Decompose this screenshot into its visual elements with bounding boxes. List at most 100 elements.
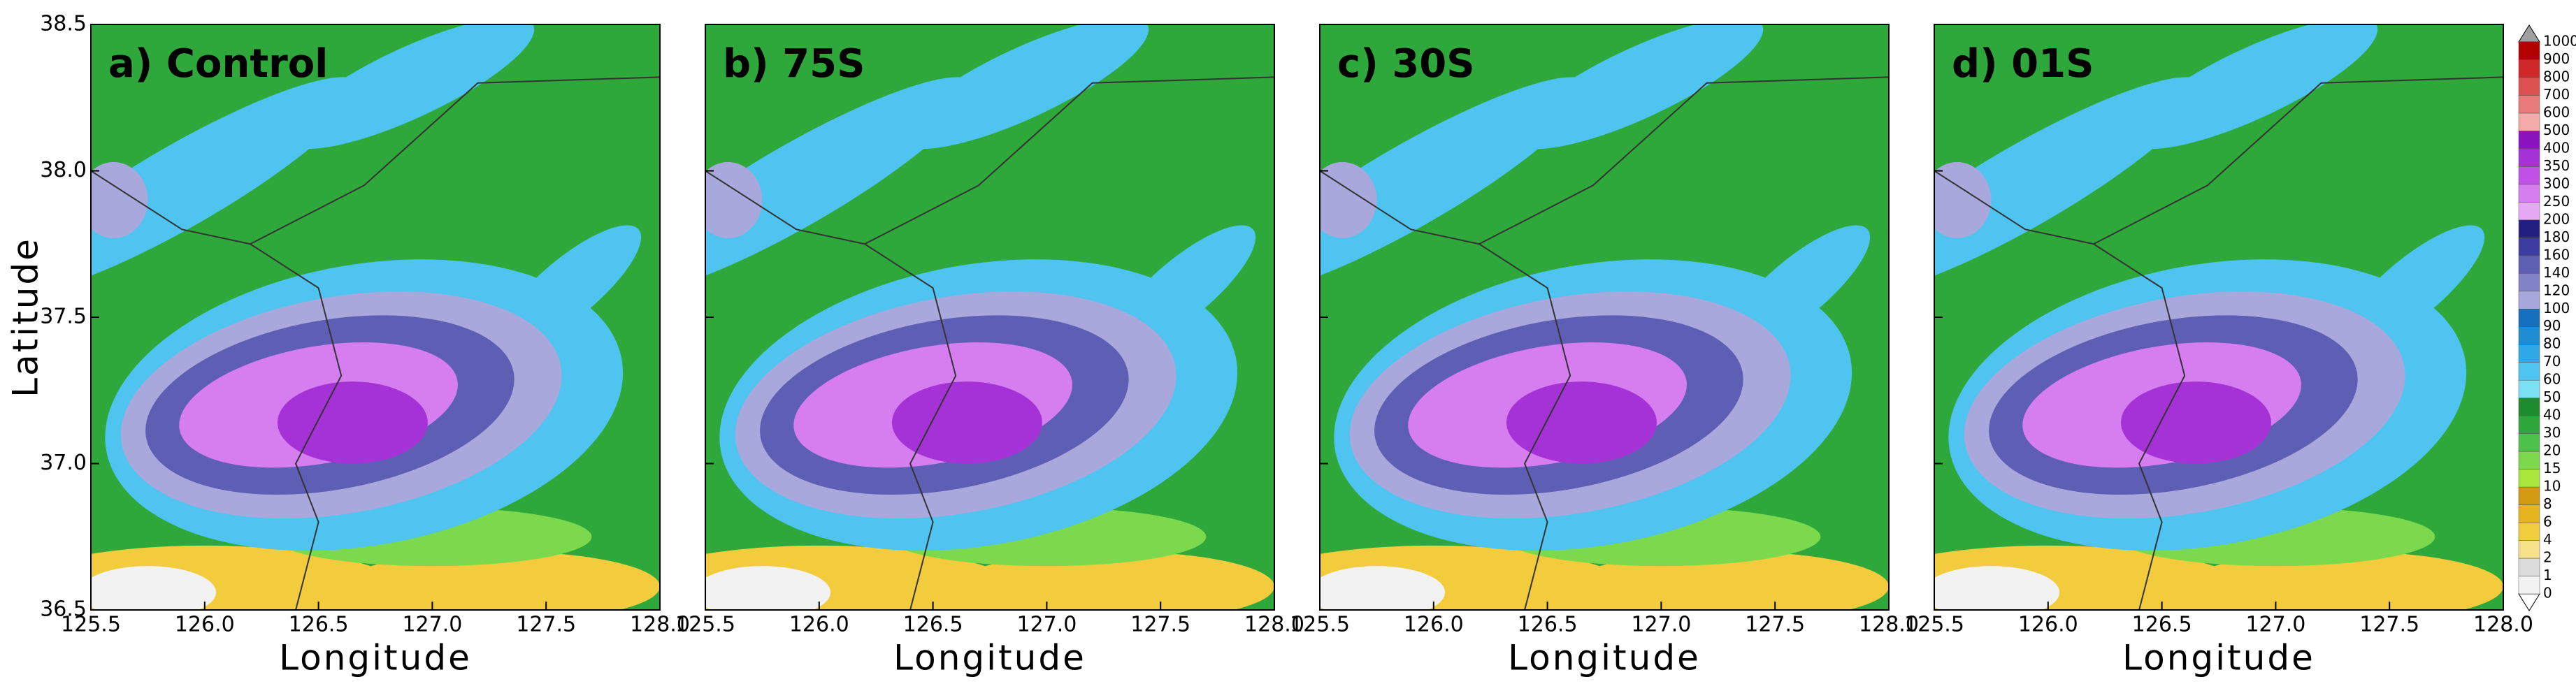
x-tick-label: 128.0 bbox=[2473, 613, 2533, 637]
colorbar-label: 2 bbox=[2543, 549, 2552, 566]
x-axis-label: Longitude bbox=[1508, 638, 1701, 678]
x-tick-label: 126.0 bbox=[789, 613, 849, 637]
colorbar-extend-bottom bbox=[2518, 593, 2540, 611]
colorbar-label: 0 bbox=[2543, 585, 2552, 602]
colorbar-cell bbox=[2518, 486, 2540, 505]
coastline bbox=[1320, 170, 1571, 610]
x-tick-label: 126.0 bbox=[175, 613, 235, 637]
colorbar-cell bbox=[2518, 238, 2540, 256]
colorbar-cell bbox=[2518, 522, 2540, 541]
colorbar-label: 900 bbox=[2543, 50, 2570, 67]
field-contour bbox=[341, 551, 660, 610]
field-contour bbox=[1934, 161, 1992, 238]
field-contour bbox=[277, 381, 428, 464]
field-contour bbox=[705, 77, 975, 294]
colorbar-label: 60 bbox=[2543, 371, 2561, 388]
colorbar-label: 800 bbox=[2543, 68, 2570, 85]
colorbar-cell bbox=[2518, 433, 2540, 452]
colorbar-label: 30 bbox=[2543, 424, 2561, 441]
colorbar-label: 700 bbox=[2543, 86, 2570, 103]
x-tick-label: 126.0 bbox=[1404, 613, 1464, 637]
colorbar-label: 90 bbox=[2543, 317, 2561, 334]
field-contour bbox=[899, 24, 1149, 150]
colorbar-cell bbox=[2518, 451, 2540, 470]
map-field bbox=[1934, 24, 2503, 610]
colorbar-label: 70 bbox=[2543, 353, 2561, 370]
panel-title: a) Control bbox=[108, 41, 328, 87]
colorbar-label: 120 bbox=[2543, 282, 2570, 298]
field-contour bbox=[1934, 566, 2060, 610]
colorbar-label: 600 bbox=[2543, 103, 2570, 120]
field-contour bbox=[2128, 24, 2378, 150]
field-contour bbox=[1570, 551, 1889, 610]
y-tick-label: 37.0 bbox=[40, 451, 87, 475]
colorbar-label: 160 bbox=[2543, 246, 2570, 263]
field-contour bbox=[705, 566, 831, 610]
field-contour bbox=[705, 161, 763, 238]
y-axis-label: Latitude bbox=[6, 237, 46, 398]
x-tick-label: 126.5 bbox=[1518, 613, 1578, 637]
colorbar-cell bbox=[2518, 398, 2540, 416]
colorbar-label: 50 bbox=[2543, 388, 2561, 405]
y-tick-label: 36.5 bbox=[40, 597, 87, 622]
field-contour bbox=[285, 24, 535, 150]
colorbar-label: 40 bbox=[2543, 407, 2561, 423]
panel-title: d) 01S bbox=[1952, 41, 2094, 87]
colorbar-cell bbox=[2518, 77, 2540, 96]
colorbar-label: 80 bbox=[2543, 335, 2561, 352]
colorbar-label: 200 bbox=[2543, 210, 2570, 227]
coastline bbox=[705, 170, 957, 610]
colorbar-cell bbox=[2518, 309, 2540, 327]
x-tick-label: 125.5 bbox=[675, 613, 735, 637]
x-tick-label: 128.0 bbox=[1859, 613, 1919, 637]
x-tick-label: 127.0 bbox=[402, 613, 462, 637]
x-axis-label: Longitude bbox=[2122, 638, 2315, 678]
x-tick-label: 126.5 bbox=[289, 613, 349, 637]
x-tick-label: 127.5 bbox=[516, 613, 576, 637]
colorbar-cell bbox=[2518, 558, 2540, 576]
colorbar-label: 250 bbox=[2543, 193, 2570, 210]
colorbar-cell bbox=[2518, 326, 2540, 345]
colorbar-extend-top bbox=[2518, 24, 2540, 43]
colorbar-cell bbox=[2518, 166, 2540, 185]
colorbar-cell bbox=[2518, 504, 2540, 523]
colorbar-cell bbox=[2518, 255, 2540, 274]
panel-title: c) 30S bbox=[1337, 41, 1475, 87]
map-field bbox=[705, 24, 1274, 610]
field-contour bbox=[2185, 551, 2503, 610]
x-tick-label: 127.0 bbox=[1016, 613, 1077, 637]
x-tick-label: 127.0 bbox=[2245, 613, 2305, 637]
coastline bbox=[91, 170, 343, 610]
y-tick-label: 38.5 bbox=[40, 12, 87, 36]
y-tick-label: 37.5 bbox=[40, 305, 87, 329]
colorbar-label: 1 bbox=[2543, 567, 2552, 583]
colorbar-cell bbox=[2518, 148, 2540, 167]
field-contour bbox=[956, 551, 1274, 610]
x-tick-label: 127.5 bbox=[2359, 613, 2419, 637]
x-tick-label: 125.5 bbox=[1904, 613, 1964, 637]
field-contour bbox=[1513, 24, 1764, 150]
colorbar-label: 10 bbox=[2543, 478, 2561, 495]
colorbar-label: 300 bbox=[2543, 175, 2570, 191]
panel-title: b) 75S bbox=[723, 41, 865, 87]
x-tick-label: 128.0 bbox=[630, 613, 690, 637]
colorbar-cell bbox=[2518, 469, 2540, 488]
map-field bbox=[1320, 24, 1889, 610]
field-contour bbox=[1320, 566, 1446, 610]
x-tick-label: 126.5 bbox=[903, 613, 963, 637]
colorbar-cell bbox=[2518, 415, 2540, 434]
colorbar-label: 500 bbox=[2543, 122, 2570, 138]
colorbar-label: 8 bbox=[2543, 495, 2552, 512]
field-contour bbox=[891, 381, 1042, 464]
field-contour bbox=[91, 77, 361, 294]
border-line bbox=[864, 76, 1274, 245]
colorbar-cell bbox=[2518, 59, 2540, 78]
x-axis-label: Longitude bbox=[279, 638, 472, 678]
x-tick-label: 126.0 bbox=[2018, 613, 2078, 637]
x-axis-label: Longitude bbox=[893, 638, 1086, 678]
colorbar-cell bbox=[2518, 362, 2540, 381]
colorbar-label: 100 bbox=[2543, 300, 2570, 316]
colorbar-label: 180 bbox=[2543, 228, 2570, 245]
map-field bbox=[91, 24, 660, 610]
